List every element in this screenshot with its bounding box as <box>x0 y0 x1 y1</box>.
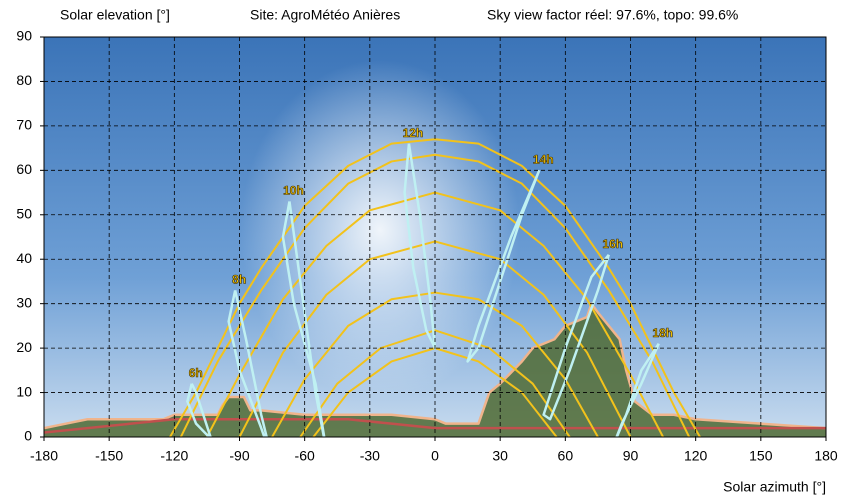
hour-label: 18h <box>652 326 673 340</box>
analemma <box>403 143 437 350</box>
x-tick-label: -180 <box>30 448 58 464</box>
analemma <box>227 290 268 437</box>
y-tick-label: 70 <box>16 117 32 133</box>
x-tick-label: 120 <box>684 448 708 464</box>
chart-title: Solar elevation [°] <box>60 7 170 23</box>
x-tick-label: 30 <box>492 448 508 464</box>
analemma <box>615 342 660 437</box>
x-tick-label: -90 <box>229 448 249 464</box>
x-axis-label: Solar azimuth [°] <box>723 479 826 495</box>
sun-path <box>169 138 701 437</box>
x-tick-label: 180 <box>814 448 838 464</box>
y-tick-label: 0 <box>24 428 32 444</box>
x-tick-label: -150 <box>95 448 123 464</box>
x-tick-label: 150 <box>749 448 773 464</box>
hour-label: 8h <box>232 273 246 287</box>
x-tick-label: 0 <box>431 448 439 464</box>
x-tick-label: -120 <box>160 448 188 464</box>
x-tick-label: 60 <box>558 448 574 464</box>
y-tick-label: 10 <box>16 383 32 399</box>
hour-label: 16h <box>602 237 623 251</box>
hour-label: 10h <box>283 184 304 198</box>
y-tick-label: 30 <box>16 294 32 310</box>
y-tick-label: 90 <box>16 28 32 44</box>
x-tick-label: -30 <box>360 448 380 464</box>
annotation: Sky view factor réel: 97.6%, topo: 99.6% <box>487 7 738 23</box>
x-tick-label: 90 <box>623 448 639 464</box>
hour-label: 12h <box>403 126 424 140</box>
analemma <box>466 169 541 363</box>
hour-label: 14h <box>533 153 554 167</box>
horizon-line <box>44 302 826 430</box>
y-tick-label: 40 <box>16 250 32 266</box>
sun-path <box>299 329 571 437</box>
y-tick-label: 20 <box>16 339 32 355</box>
y-tick-label: 80 <box>16 72 32 88</box>
analemma <box>281 201 326 437</box>
y-tick-label: 60 <box>16 161 32 177</box>
x-tick-label: -60 <box>295 448 315 464</box>
sun-path <box>179 153 691 437</box>
y-tick-label: 50 <box>16 205 32 221</box>
hour-label: 6h <box>189 366 203 380</box>
analemma <box>186 383 212 437</box>
subtitle: Site: AgroMétéo Anières <box>250 7 400 23</box>
